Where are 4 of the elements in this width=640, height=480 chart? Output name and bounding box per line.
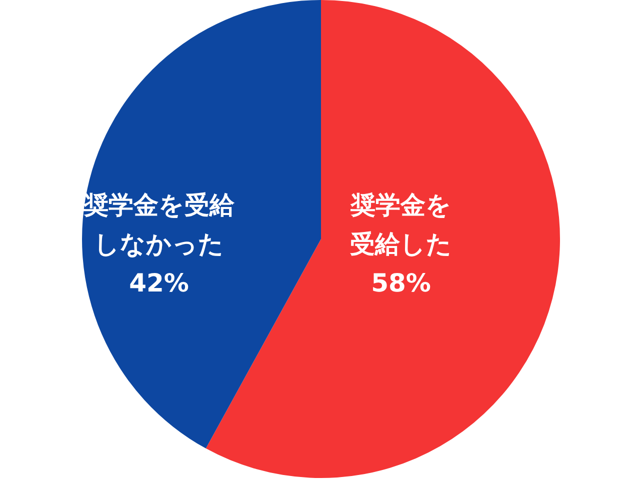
data-label: 42%	[128, 268, 190, 300]
slice-label: 奨学金を受給しなかった	[82, 190, 236, 260]
data-label: 58%	[370, 268, 432, 300]
slice-label: 奨学金を受給した	[349, 190, 453, 260]
